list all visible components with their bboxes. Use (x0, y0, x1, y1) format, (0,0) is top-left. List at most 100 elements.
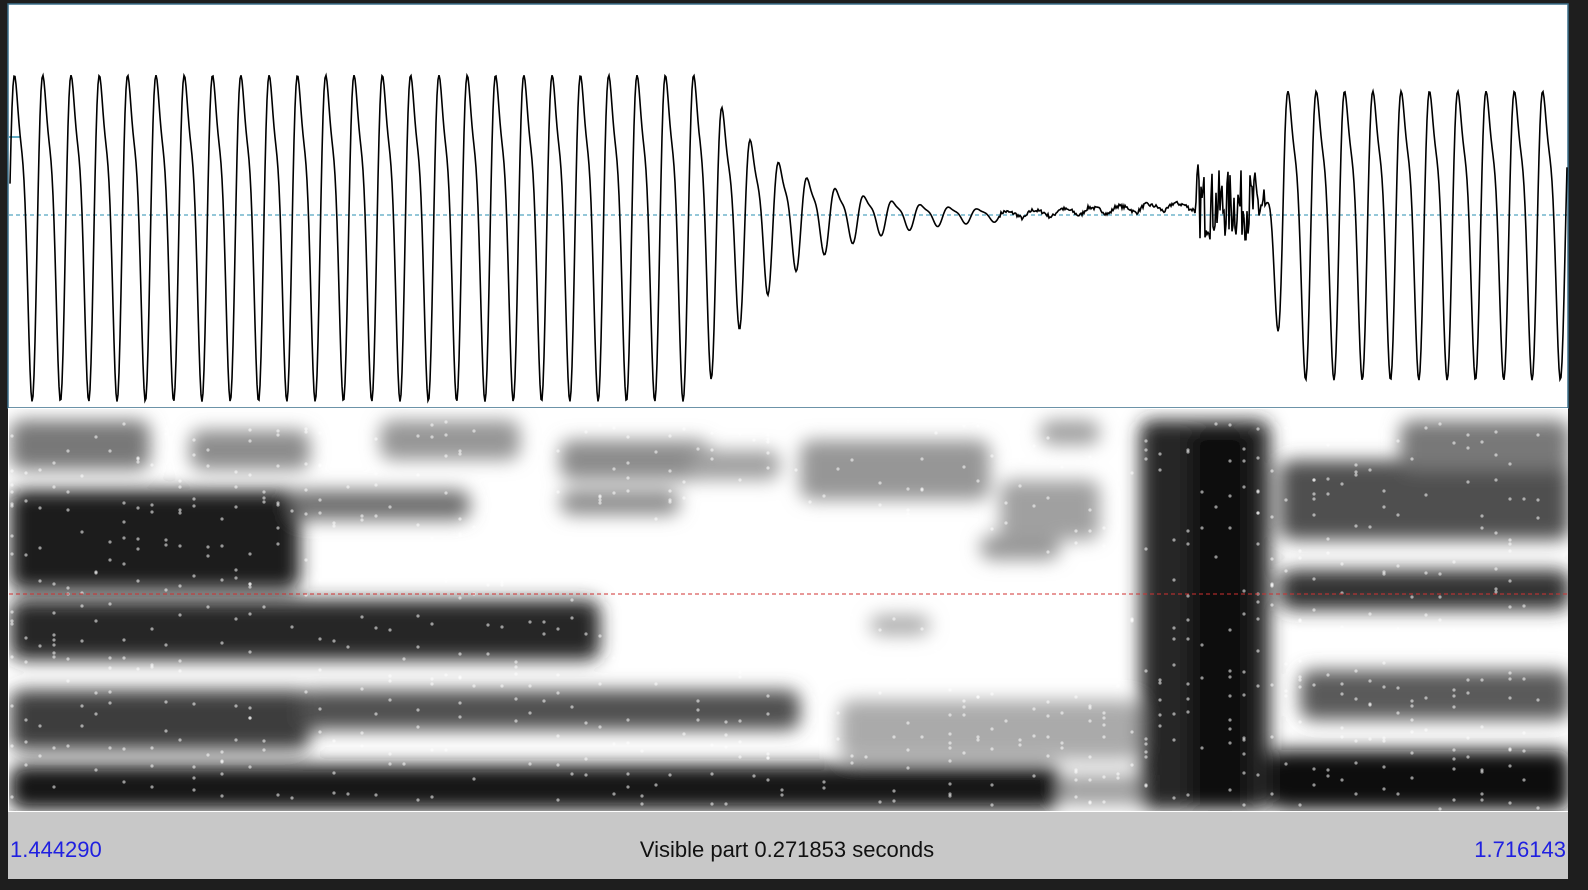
texture-dot (178, 738, 181, 741)
texture-dot (920, 735, 923, 738)
texture-dot (794, 523, 797, 526)
texture-dot (1536, 698, 1539, 701)
texture-dot (710, 743, 713, 746)
texture-dot (1270, 582, 1273, 585)
texture-dot (234, 568, 237, 571)
texture-dot (94, 768, 97, 771)
texture-dot (1172, 637, 1175, 640)
texture-dot (1228, 788, 1231, 791)
texture-dot (66, 508, 69, 511)
texture-dot (458, 652, 461, 655)
texture-dot (710, 613, 713, 616)
texture-dot (962, 713, 965, 716)
texture-dot (556, 691, 559, 694)
texture-dot (80, 639, 83, 642)
texture-dot (1102, 544, 1105, 547)
texture-dot (500, 580, 503, 583)
texture-dot (668, 773, 671, 776)
texture-dot (1270, 735, 1273, 738)
texture-dot (556, 734, 559, 737)
texture-dot (584, 721, 587, 724)
texture-dot (1116, 684, 1119, 687)
texture-dot (332, 521, 335, 524)
texture-dot (1284, 689, 1287, 692)
texture-dot (962, 674, 965, 677)
texture-dot (1494, 567, 1497, 570)
texture-dot (458, 452, 461, 455)
texture-dot (822, 780, 825, 783)
texture-dot (1032, 504, 1035, 507)
texture-dot (1368, 428, 1371, 431)
texture-dot (1312, 492, 1315, 495)
texture-dot (1144, 457, 1147, 460)
texture-dot (1200, 676, 1203, 679)
texture-dot (1046, 754, 1049, 757)
texture-dot (1340, 625, 1343, 628)
texture-dot (794, 649, 797, 652)
texture-dot (248, 716, 251, 719)
texture-dot (122, 520, 125, 523)
texture-dot (1088, 755, 1091, 758)
texture-dot (542, 558, 545, 561)
texture-dot (276, 526, 279, 529)
texture-dot (1382, 489, 1385, 492)
texture-dot (444, 748, 447, 751)
texture-dot (1298, 659, 1301, 662)
texture-dot (1298, 556, 1301, 559)
texture-dot (696, 587, 699, 590)
texture-dot (1522, 749, 1525, 752)
texture-dot (1088, 617, 1091, 620)
texture-dot (332, 447, 335, 450)
texture-dot (1354, 669, 1357, 672)
texture-dot (1368, 636, 1371, 639)
texture-dot (1046, 668, 1049, 671)
texture-dot (738, 719, 741, 722)
texture-dot (444, 576, 447, 579)
texture-dot (1480, 792, 1483, 795)
texture-dot (1382, 685, 1385, 688)
texture-dot (710, 431, 713, 434)
texture-dot (514, 697, 517, 700)
texture-dot (878, 691, 881, 694)
texture-dot (108, 656, 111, 659)
texture-dot (1046, 714, 1049, 717)
texture-dot (248, 650, 251, 653)
texture-dot (234, 738, 237, 741)
texture-dot (24, 660, 27, 663)
texture-dot (94, 691, 97, 694)
texture-dot (514, 660, 517, 663)
texture-dot (962, 424, 965, 427)
texture-dot (1270, 792, 1273, 795)
texture-dot (1270, 683, 1273, 686)
texture-dot (248, 582, 251, 585)
texture-dot (1452, 767, 1455, 770)
texture-dot (248, 585, 251, 588)
texture-dot (94, 712, 97, 715)
texture-dot (1046, 585, 1049, 588)
texture-dot (150, 764, 153, 767)
texture-dot (738, 565, 741, 568)
texture-dot (80, 704, 83, 707)
texture-dot (458, 532, 461, 535)
texture-dot (1466, 678, 1469, 681)
texture-dot (248, 552, 251, 555)
texture-dot (948, 746, 951, 749)
texture-dot (136, 579, 139, 582)
texture-dot (164, 538, 167, 541)
texture-dot (766, 663, 769, 666)
texture-dot (10, 490, 13, 493)
texture-dot (976, 695, 979, 698)
texture-dot (1158, 468, 1161, 471)
texture-dot (388, 674, 391, 677)
texture-dot (416, 798, 419, 801)
texture-dot (1060, 711, 1063, 714)
texture-dot (1242, 752, 1245, 755)
texture-dot (1172, 626, 1175, 629)
texture-dot (1102, 653, 1105, 656)
texture-dot (94, 570, 97, 573)
texture-dot (444, 673, 447, 676)
texture-dot (1326, 492, 1329, 495)
texture-dot (542, 541, 545, 544)
texture-dot (1284, 694, 1287, 697)
texture-dot (430, 677, 433, 680)
